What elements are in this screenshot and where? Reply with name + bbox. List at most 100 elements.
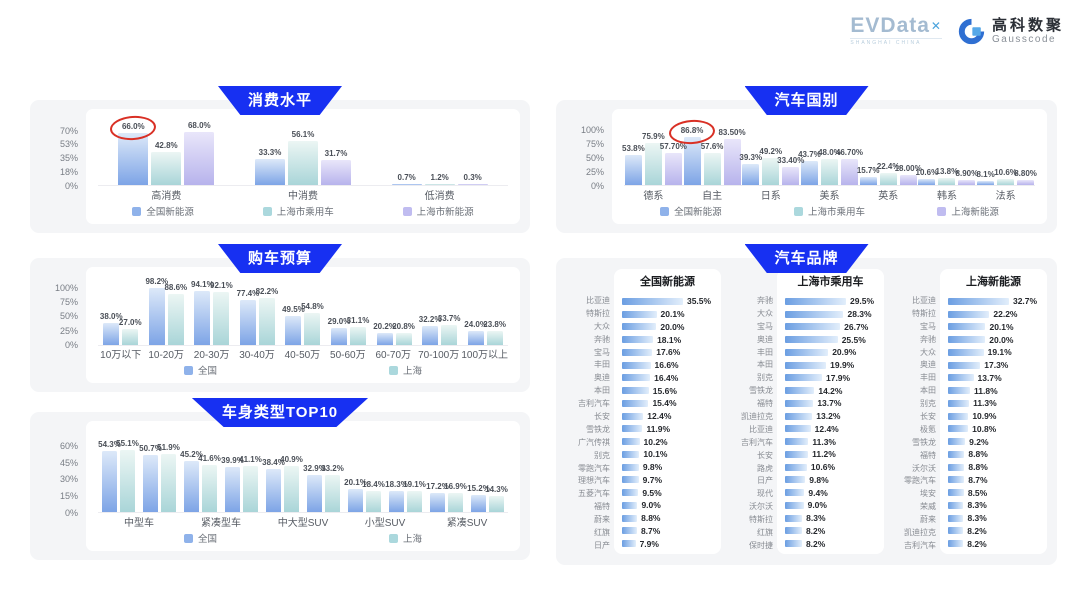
legend-label: 全国 xyxy=(197,366,217,378)
brand-bar xyxy=(785,514,803,522)
category-axis: 德系 自主 日系 美系 英系 韩系 法系 xyxy=(624,186,1035,202)
bar-group: 15.2% 14.3% xyxy=(467,439,508,512)
y-axis-tick: 0% xyxy=(64,181,78,191)
brand-label: 福特 xyxy=(594,502,610,512)
bar: 56.1% xyxy=(287,130,318,186)
brand-value: 9.2% xyxy=(969,436,989,447)
brand-bar xyxy=(785,425,811,433)
gausscode-g-icon xyxy=(958,18,985,44)
brand-value: 20.0% xyxy=(989,334,1014,345)
panel-car-brands: 比亚迪 特斯拉 大众 奔驰 宝马 丰田 奥迪 本田 吉利汽车 长安 雪铁龙 广汽传祺 别克 零跑汽车 理想汽… xyxy=(556,258,1057,565)
category-axis: 高消费 中消费 低消费 xyxy=(98,186,508,202)
brand-row: 22.2% xyxy=(948,308,1039,321)
category-label: 韩系 xyxy=(936,190,957,202)
category-label: 高消费 xyxy=(151,190,182,202)
brand-value: 8.2% xyxy=(967,538,987,549)
brand-row: 11.2% xyxy=(785,448,876,461)
legend-item: 上海新能源 xyxy=(937,204,999,218)
brand-value: 8.7% xyxy=(640,525,661,536)
bar: 98.2% xyxy=(145,277,168,345)
brand-value: 13.2% xyxy=(816,411,841,422)
legend-label: 全国新能源 xyxy=(674,207,722,219)
legend-swatch xyxy=(402,206,412,216)
brand-label: 奥迪 xyxy=(757,334,773,344)
legend-item: 全国新能源 xyxy=(132,204,194,218)
bar-value-label: 24.0% xyxy=(464,319,487,329)
bar: 18.3% xyxy=(385,480,408,512)
y-axis-tick: 30% xyxy=(59,474,78,485)
brand-value: 25.5% xyxy=(841,334,866,345)
bar-group: 43.7% 48.0% 46.70% xyxy=(798,127,863,186)
brand-bar xyxy=(785,450,809,458)
brand-bar xyxy=(785,412,813,420)
brand-bar xyxy=(948,489,964,497)
brand-row: 7.9% xyxy=(622,537,713,550)
brand-bar xyxy=(785,348,829,356)
brand-row: 9.4% xyxy=(785,486,876,499)
bar: 14.3% xyxy=(485,485,508,512)
bar: 10.6% xyxy=(916,168,938,186)
brand-value: 12.4% xyxy=(814,423,839,434)
brand-value: 19.1% xyxy=(987,347,1012,358)
bar-value-label: 33.40% xyxy=(777,155,805,165)
bar-value-label: 33.7% xyxy=(437,314,461,324)
brand-value: 10.6% xyxy=(810,462,836,473)
bar: 94.1% xyxy=(191,280,214,345)
bar: 66.0% xyxy=(109,114,158,186)
category-label: 小型SUV xyxy=(364,517,406,529)
brand-label: 福特 xyxy=(920,450,936,460)
brand-value: 19.9% xyxy=(830,360,855,371)
brand-value: 17.6% xyxy=(656,347,681,358)
category-label: 中消费 xyxy=(288,190,318,202)
bar-value-label: 1.2% xyxy=(430,173,449,183)
category-label: 自主 xyxy=(702,190,723,202)
bar-value-label: 8.90% xyxy=(955,169,979,179)
category-label: 60-70万 xyxy=(375,350,412,362)
legend-item: 上海 xyxy=(388,531,422,545)
legend-label: 上海市乘用车 xyxy=(276,207,334,219)
bar-value-label: 68.0% xyxy=(187,120,211,130)
bar: 38.0% xyxy=(100,312,123,345)
brand-value: 9.5% xyxy=(642,487,662,498)
bar: 15.7% xyxy=(857,166,880,186)
brand-card: 上海市乘用车 29.5% 28.3% 26.7% 25.5% 20.9% 19.9% 17.9… xyxy=(777,269,884,554)
bar: 83.50% xyxy=(718,128,746,186)
brand-bar xyxy=(948,336,986,344)
purchase-budget-chart: 0% 25% 50% 75% 100% 38.0% 27.0% 98.2% 88.6% 94.1%… xyxy=(40,267,520,383)
panel-body-type-top10: 0% 15% 30% 45% 60% 54.3% 55.1% 50.7% 51.9% 45.2% 4… xyxy=(30,412,530,560)
brand-value: 8.8% xyxy=(968,449,988,460)
brand-row: 10.2% xyxy=(622,435,713,448)
brand-value: 15.4% xyxy=(652,398,677,409)
brand-value: 9.4% xyxy=(808,487,828,498)
brand-bar xyxy=(785,297,846,305)
bar: 18.00% xyxy=(895,164,922,186)
y-axis: 0% 25% 50% 75% 100% xyxy=(566,109,612,224)
brand-bar xyxy=(622,438,640,446)
brand-bar xyxy=(622,514,638,522)
brand-label: 奔驰 xyxy=(594,334,610,344)
brand-label: 雪铁龙 xyxy=(912,437,936,447)
bar-value-label: 43.7% xyxy=(798,150,821,160)
brand-row: 13.2% xyxy=(785,410,876,423)
brand-label: 大众 xyxy=(757,308,773,318)
brand-value: 13.7% xyxy=(817,398,842,409)
brand-label: 别克 xyxy=(920,399,936,409)
bar-value-label: 56.1% xyxy=(291,130,315,140)
brand-row: 8.7% xyxy=(948,474,1039,487)
brand-value: 8.2% xyxy=(805,538,826,549)
brand-bar xyxy=(948,387,970,395)
legend-swatch xyxy=(937,206,947,216)
brand-row: 20.9% xyxy=(785,346,876,359)
brand-label: 凯迪拉克 xyxy=(741,412,773,422)
bar-group: 20.2% 20.8% xyxy=(373,285,415,345)
brand-bar xyxy=(622,323,657,331)
legend-swatch xyxy=(262,206,272,216)
brand-row: 15.6% xyxy=(622,384,713,397)
bar-value-label: 10.6% xyxy=(915,168,939,178)
bar-value-label: 49.2% xyxy=(759,147,783,157)
bar-value-label: 32.9% xyxy=(303,464,326,474)
brand-bar xyxy=(785,387,815,395)
bar-value-label: 53.8% xyxy=(622,144,645,154)
brand-row: 20.0% xyxy=(622,321,713,334)
category-label: 10万以下 xyxy=(100,350,142,362)
